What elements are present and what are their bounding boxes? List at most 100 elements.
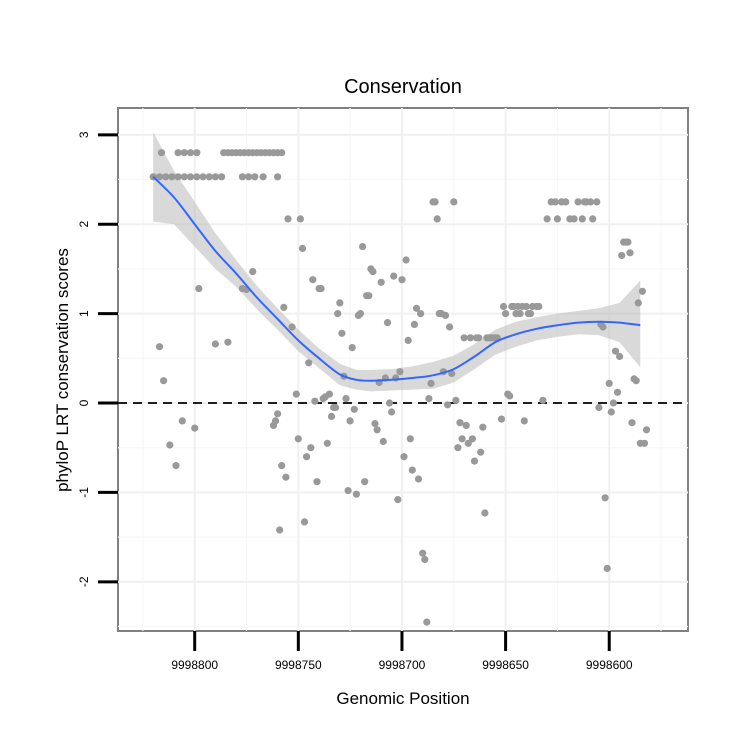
data-point	[162, 173, 170, 181]
data-point	[468, 435, 476, 443]
data-point	[601, 494, 609, 502]
data-point	[595, 403, 603, 412]
data-point	[543, 215, 551, 223]
data-point	[421, 555, 429, 564]
data-point	[346, 417, 354, 425]
data-point	[327, 412, 336, 420]
data-point	[570, 215, 578, 223]
data-point	[155, 343, 164, 351]
data-point	[377, 278, 385, 286]
data-point	[626, 249, 634, 257]
data-point	[589, 215, 597, 223]
data-point	[342, 395, 350, 403]
data-point	[419, 549, 427, 557]
data-point	[450, 198, 458, 206]
x-tick-label: 9998650	[482, 658, 529, 672]
data-point	[456, 419, 464, 427]
data-point	[404, 336, 412, 344]
data-point	[323, 439, 331, 447]
data-point	[191, 424, 199, 432]
data-point	[452, 396, 460, 404]
data-point	[613, 388, 622, 396]
data-point	[618, 251, 626, 260]
data-point	[388, 408, 396, 416]
y-tick-label: -2	[77, 576, 91, 587]
data-point	[400, 453, 408, 461]
data-point	[593, 198, 601, 206]
smooth-trend-line	[152, 176, 641, 382]
data-point	[414, 475, 423, 483]
data-point	[276, 526, 284, 534]
y-axis-title: phyloP LRT conservation scores	[53, 248, 72, 492]
data-point	[607, 408, 615, 416]
x-tick-label: 9998600	[586, 658, 633, 672]
y-tick-label: 3	[77, 131, 91, 138]
data-point	[211, 173, 219, 181]
data-point	[410, 320, 418, 328]
x-tick-label: 9998800	[171, 658, 218, 672]
data-point	[284, 215, 292, 223]
data-point	[603, 564, 611, 573]
data-point	[562, 198, 570, 206]
data-point	[587, 198, 595, 206]
data-point	[454, 444, 462, 452]
data-point	[526, 310, 535, 318]
data-point	[398, 276, 406, 284]
data-point	[334, 310, 342, 318]
data-point	[553, 215, 562, 223]
data-point	[309, 276, 317, 284]
data-point	[199, 173, 207, 181]
data-point	[180, 173, 188, 181]
data-point	[470, 457, 479, 465]
data-point	[271, 417, 280, 425]
data-point	[431, 198, 439, 206]
data-point	[379, 437, 387, 446]
data-point	[313, 478, 321, 486]
data-point	[259, 173, 267, 181]
data-point	[193, 149, 201, 157]
data-point	[385, 399, 394, 407]
data-point	[477, 448, 485, 456]
data-point	[599, 323, 607, 331]
data-point	[624, 238, 632, 246]
data-point	[499, 302, 508, 311]
data-point	[390, 272, 398, 280]
data-point	[574, 198, 582, 206]
data-point	[298, 244, 307, 252]
data-point	[174, 149, 182, 157]
data-point	[551, 198, 559, 206]
grid-major-lines	[118, 108, 688, 631]
data-point	[365, 292, 373, 300]
data-point	[412, 304, 421, 312]
data-point	[359, 243, 367, 251]
data-point	[348, 344, 356, 352]
data-point	[466, 334, 474, 342]
data-point	[417, 310, 425, 318]
data-point	[628, 419, 636, 427]
x-axis-ticks: 9998800 9998750 9998700 9998650 9998600	[171, 631, 633, 672]
y-axis-ticks: -2 -1 0 1 2 3	[77, 131, 118, 587]
x-tick-label: 9998750	[275, 658, 322, 672]
data-point	[605, 379, 613, 387]
data-point	[394, 496, 402, 504]
data-point	[193, 173, 201, 181]
data-point	[425, 395, 433, 403]
y-tick-label: 0	[77, 399, 91, 406]
grid-minor-lines	[118, 108, 688, 631]
data-point	[383, 319, 392, 327]
data-point	[502, 310, 510, 318]
data-point	[402, 256, 410, 264]
data-point	[249, 268, 257, 276]
data-point	[642, 426, 651, 434]
data-point	[245, 173, 253, 181]
data-point	[311, 397, 319, 405]
data-point	[303, 453, 311, 461]
y-tick-label: -1	[77, 487, 91, 498]
data-point	[634, 299, 642, 307]
y-tick-label: 1	[77, 310, 91, 317]
data-point	[238, 173, 246, 181]
data-point	[195, 285, 203, 293]
data-point	[352, 490, 360, 498]
data-point	[433, 215, 441, 223]
data-point	[516, 310, 524, 318]
